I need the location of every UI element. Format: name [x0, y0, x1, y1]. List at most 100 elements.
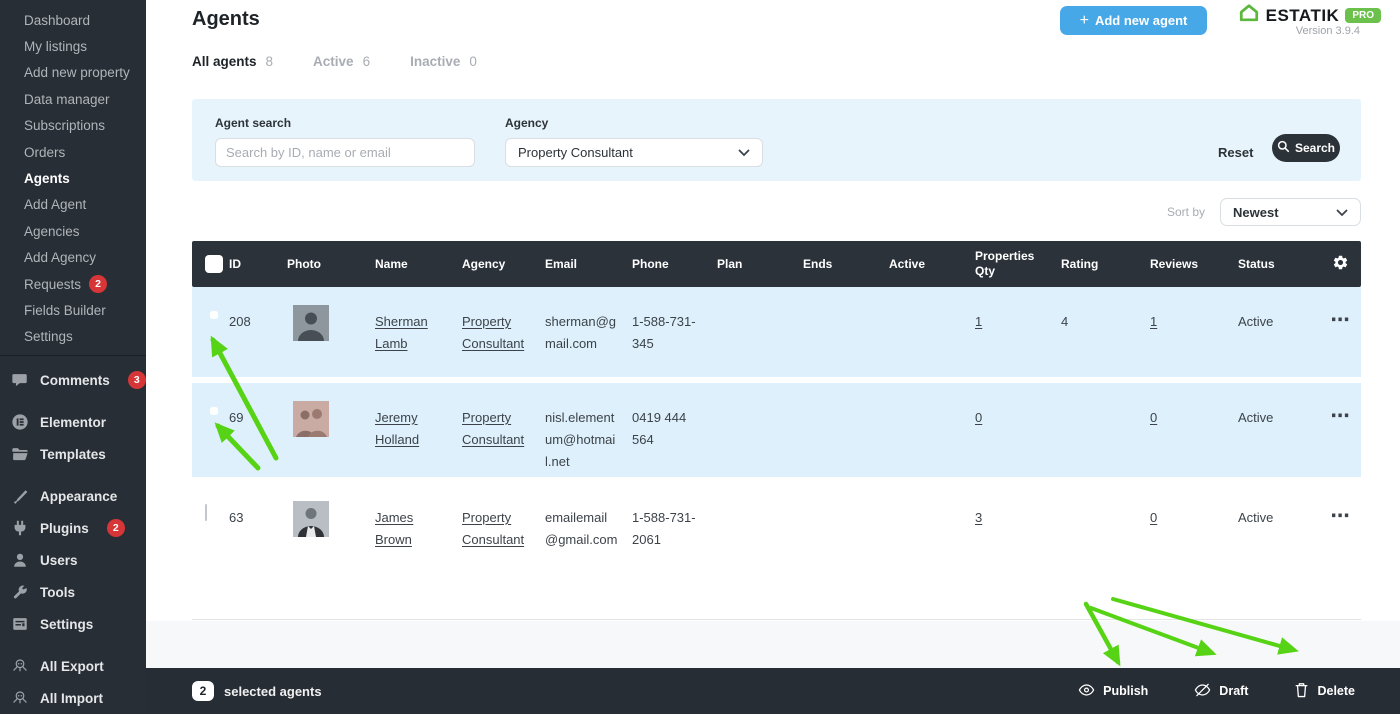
- row-actions-menu[interactable]: ⋯: [1330, 310, 1351, 331]
- agent-email: emailemail@gmail.com: [545, 510, 618, 547]
- filter-panel: Agent search Agency Property Consultant …: [192, 99, 1361, 181]
- agent-name-link[interactable]: Jeremy Holland: [375, 410, 420, 447]
- agent-name-link[interactable]: James Brown: [375, 510, 414, 547]
- agent-search-input[interactable]: [215, 138, 475, 167]
- sidebar-item-templates[interactable]: Templates: [0, 438, 146, 470]
- sidebar-item-elementor[interactable]: Elementor: [0, 406, 146, 438]
- select-all-checkbox[interactable]: [205, 255, 223, 273]
- agency-select[interactable]: Property Consultant: [505, 138, 763, 167]
- agent-phone: 1-588-731-345: [632, 314, 696, 351]
- agent-active: [889, 483, 975, 619]
- tab-inactive[interactable]: Inactive 0: [410, 54, 477, 69]
- eye-icon: [1078, 683, 1095, 700]
- trash-icon: [1294, 682, 1309, 701]
- agent-id: 69: [229, 410, 244, 425]
- reset-button[interactable]: Reset: [1218, 145, 1254, 160]
- version-label: Version 3.9.4: [1295, 25, 1360, 37]
- sidebar-item-appearance[interactable]: Appearance: [0, 480, 146, 512]
- agent-email: nisl.elementum@hotmail.net: [545, 410, 616, 469]
- sidebar-item-fields-builder[interactable]: Fields Builder: [24, 302, 106, 318]
- search-icon: [1277, 140, 1290, 156]
- agent-ends: [803, 383, 889, 485]
- agent-avatar: [293, 501, 329, 540]
- row-checkbox[interactable]: [205, 504, 207, 521]
- search-button[interactable]: Search: [1272, 134, 1340, 162]
- brand-name: ESTATIK: [1265, 5, 1340, 25]
- sidebar-divider: [0, 355, 146, 357]
- sidebar-item-subscriptions[interactable]: Subscriptions: [24, 118, 106, 134]
- agency-label: Agency: [505, 116, 549, 130]
- tab-all-agents[interactable]: All agents 8: [192, 54, 274, 69]
- row-actions-menu[interactable]: ⋯: [1330, 406, 1351, 427]
- agent-ends: [803, 287, 889, 377]
- appearance-brush-icon: [10, 486, 30, 506]
- sidebar-item-my-listings[interactable]: My listings: [24, 39, 88, 55]
- agents-tabs: All agents 8 Active 6 Inactive 0: [192, 54, 477, 69]
- properties-qty-link[interactable]: 1: [975, 314, 983, 329]
- status-label: Active: [1238, 510, 1274, 525]
- draft-button[interactable]: Draft: [1194, 682, 1248, 701]
- sidebar-item-plugins[interactable]: Plugins 2: [0, 512, 146, 544]
- main-content: Agents + Add new agent ESTATIK PRO Versi…: [146, 0, 1400, 714]
- sidebar-item-agencies[interactable]: Agencies: [24, 223, 80, 239]
- tab-active[interactable]: Active 6: [313, 54, 371, 69]
- sidebar-item-add-agency[interactable]: Add Agency: [24, 250, 97, 266]
- sidebar-item-data-manager[interactable]: Data manager: [24, 91, 110, 107]
- agent-agency-link[interactable]: Property Consultant: [462, 410, 525, 447]
- agent-avatar: [293, 401, 329, 440]
- sidebar-item-comments[interactable]: Comments 3: [0, 364, 146, 396]
- sidebar-item-users[interactable]: Users: [0, 544, 146, 576]
- table-row: 208 Sherman Lamb Property Consultant she…: [192, 287, 1361, 377]
- row-actions-menu[interactable]: ⋯: [1330, 506, 1351, 527]
- properties-qty-link[interactable]: 3: [975, 510, 983, 525]
- agent-rating: 4: [1061, 314, 1069, 329]
- plugin-submenu: Dashboard My listings Add new property D…: [0, 0, 146, 350]
- agent-id: 208: [229, 314, 251, 329]
- reviews-link[interactable]: 0: [1150, 410, 1158, 425]
- agent-avatar: [293, 305, 329, 344]
- sidebar-item-add-new-property[interactable]: Add new property: [24, 65, 130, 81]
- sidebar-item-all-import[interactable]: All Import: [0, 682, 146, 714]
- page-title: Agents: [192, 8, 260, 30]
- reviews-link[interactable]: 0: [1150, 510, 1158, 525]
- requests-count-badge: 2: [89, 275, 108, 294]
- agent-rating: [1061, 383, 1150, 485]
- import-octopus-icon: [10, 688, 30, 708]
- sidebar-item-agents[interactable]: Agents: [24, 171, 70, 187]
- plugins-count-badge: 2: [106, 519, 125, 538]
- properties-qty-link[interactable]: 0: [975, 410, 983, 425]
- publish-button[interactable]: Publish: [1078, 683, 1148, 700]
- agent-rating: [1061, 483, 1150, 619]
- plugin-icon: [10, 518, 30, 538]
- settings-icon: [10, 614, 30, 634]
- sidebar-item-requests[interactable]: Requests 2: [0, 271, 146, 297]
- wp-admin-menu: Comments 3 Elementor Templates Appearanc…: [0, 356, 146, 714]
- sidebar-item-add-agent[interactable]: Add Agent: [24, 197, 87, 213]
- users-icon: [10, 550, 30, 570]
- admin-sidebar: Dashboard My listings Add new property D…: [0, 0, 146, 714]
- agent-id: 63: [229, 510, 244, 525]
- sidebar-item-settings-wp[interactable]: Settings: [0, 608, 146, 640]
- add-new-agent-button[interactable]: + Add new agent: [1060, 6, 1207, 35]
- agent-name-link[interactable]: Sherman Lamb: [375, 314, 428, 351]
- agent-active: [889, 383, 975, 485]
- sort-select[interactable]: Newest: [1220, 198, 1361, 226]
- table-row: 69 Jeremy Holland Property Consultant ni…: [192, 383, 1361, 477]
- agent-ends: [803, 483, 889, 619]
- agent-agency-link[interactable]: Property Consultant: [462, 510, 525, 547]
- sidebar-item-settings-plugin[interactable]: Settings: [24, 329, 73, 345]
- sidebar-item-dashboard[interactable]: Dashboard: [24, 12, 91, 28]
- sidebar-item-tools[interactable]: Tools: [0, 576, 146, 608]
- plus-icon: +: [1079, 11, 1089, 29]
- reviews-link[interactable]: 1: [1150, 314, 1158, 329]
- sidebar-item-orders[interactable]: Orders: [24, 144, 66, 160]
- delete-button[interactable]: Delete: [1294, 682, 1355, 701]
- chevron-down-icon: [1336, 205, 1348, 220]
- columns-gear-icon[interactable]: [1332, 254, 1349, 275]
- agent-agency-link[interactable]: Property Consultant: [462, 314, 525, 351]
- pre-footer-strip: [146, 621, 1400, 668]
- sidebar-item-all-export[interactable]: All Export: [0, 650, 146, 682]
- sort-row: Sort by Newest: [192, 198, 1361, 226]
- status-label: Active: [1238, 410, 1274, 425]
